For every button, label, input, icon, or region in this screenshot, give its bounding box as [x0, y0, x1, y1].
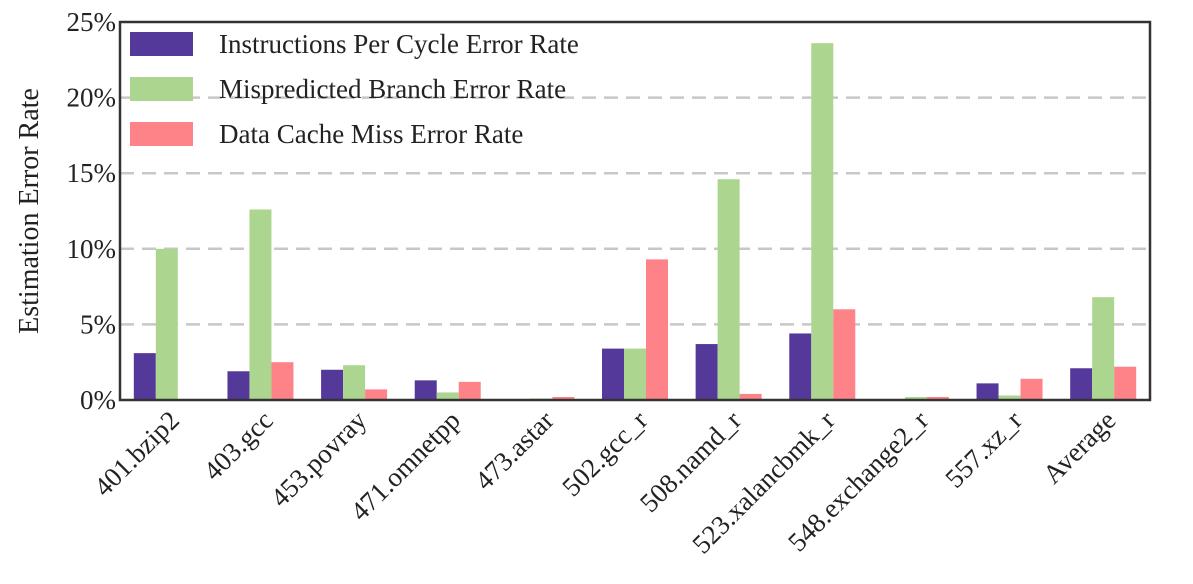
- bar: [789, 333, 812, 400]
- legend-label: Mispredicted Branch Error Rate: [219, 74, 566, 104]
- x-tick-label: 401.bzip2: [88, 405, 185, 502]
- bar: [436, 392, 459, 400]
- bar: [227, 371, 250, 400]
- bar: [695, 344, 718, 400]
- bar: [343, 365, 366, 400]
- y-tick-label: 25%: [67, 7, 117, 37]
- bar: [833, 309, 856, 400]
- x-tick-label: 557.xz_r: [939, 405, 1028, 494]
- bar: [624, 348, 646, 400]
- x-tick-label: Average: [1037, 405, 1121, 489]
- bar: [717, 179, 740, 400]
- y-axis-ticks: 0% 5% 10% 15% 20% 25%: [67, 7, 117, 415]
- bar: [1020, 378, 1043, 400]
- legend-swatch: [130, 122, 193, 146]
- bar: [811, 43, 834, 400]
- bar: [552, 396, 575, 400]
- bar: [739, 393, 762, 400]
- bar: [1114, 366, 1137, 400]
- bar: [976, 383, 999, 400]
- legend-label: Data Cache Miss Error Rate: [219, 119, 523, 149]
- y-axis-label: Estimation Error Rate: [14, 88, 45, 334]
- bar: [602, 348, 624, 400]
- y-tick-label: 10%: [67, 234, 117, 264]
- legend-swatch: [130, 77, 193, 101]
- x-tick-label: 473.astar: [469, 405, 560, 496]
- bar: [646, 259, 668, 400]
- bar: [926, 396, 949, 400]
- bar: [133, 353, 156, 400]
- legend-swatch: [130, 32, 193, 56]
- x-tick-label: 502.gcc_r: [556, 405, 653, 502]
- bar: [998, 395, 1021, 400]
- bar: [321, 369, 344, 400]
- bar: [414, 380, 437, 400]
- legend: Instructions Per Cycle Error Rate Mispred…: [130, 29, 579, 149]
- bar: [365, 389, 388, 400]
- bar: [458, 381, 481, 400]
- bar: [271, 362, 294, 400]
- bars: [133, 43, 1137, 400]
- bar: [249, 209, 272, 400]
- y-tick-label: 5%: [80, 309, 116, 339]
- bar: [1092, 297, 1115, 400]
- bar: [155, 248, 178, 400]
- bar: [1070, 368, 1093, 400]
- plot-frame: [118, 20, 1152, 402]
- legend-label: Instructions Per Cycle Error Rate: [219, 29, 579, 59]
- grid-lines: [120, 96, 1150, 326]
- bar: [904, 396, 927, 400]
- x-tick-label: 403.gcc: [198, 405, 279, 486]
- y-tick-label: 20%: [67, 83, 117, 113]
- y-tick-label: 15%: [67, 158, 117, 188]
- y-tick-label: 0%: [80, 385, 116, 415]
